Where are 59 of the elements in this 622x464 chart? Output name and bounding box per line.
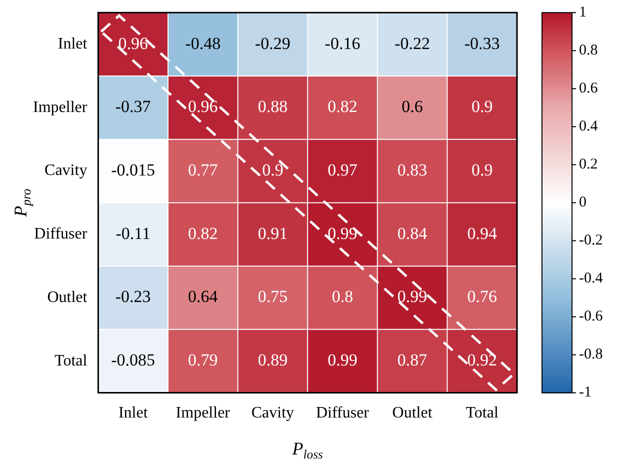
x-tick-label: Impeller — [176, 404, 231, 422]
y-tick-label: Cavity — [44, 162, 88, 180]
color-bar-label: 1 — [579, 4, 586, 21]
color-bar-label: 0.4 — [579, 118, 598, 135]
data-label: 0.9 — [471, 160, 493, 180]
data-label: 0.6 — [402, 97, 423, 116]
data-label: 0.75 — [258, 287, 288, 306]
data-label: 0.92 — [467, 350, 497, 370]
x-tick-label: Inlet — [118, 404, 148, 422]
data-label: 0.64 — [188, 287, 218, 306]
color-bar-label: -0.2 — [579, 232, 603, 249]
data-label: 0.9 — [471, 97, 493, 116]
data-label: -0.48 — [185, 34, 221, 53]
data-label: 0.97 — [328, 160, 358, 180]
data-label: -0.085 — [111, 350, 156, 370]
data-label: -0.37 — [115, 97, 152, 116]
color-bar-label: 0 — [579, 194, 586, 211]
data-label: 0.87 — [397, 350, 428, 370]
data-label: 0.94 — [467, 224, 498, 243]
color-bar-label: -0.4 — [579, 270, 604, 287]
data-label: 0.89 — [258, 350, 288, 370]
y-tick-label: Outlet — [47, 288, 88, 306]
data-label: 0.79 — [188, 350, 218, 370]
color-bar-label: -1 — [579, 384, 592, 401]
data-label: 0.8 — [332, 287, 354, 306]
data-label: 0.99 — [328, 350, 358, 370]
color-bar-label: -0.8 — [579, 346, 603, 363]
data-label: 0.77 — [188, 160, 218, 180]
data-label: 0.9 — [262, 160, 284, 180]
color-bar-label: 0.2 — [579, 156, 598, 173]
data-label: 0.99 — [397, 287, 428, 306]
y-tick-label: Inlet — [58, 35, 88, 52]
data-label: 0.96 — [188, 97, 218, 116]
x-tick-label: Diffuser — [316, 404, 370, 422]
data-label: 0.82 — [188, 224, 218, 243]
x-tick-label: Total — [466, 404, 499, 422]
color-bar-label: -0.6 — [579, 308, 604, 325]
color-bar-label: 0.8 — [579, 42, 598, 59]
color-bar-label: 0.6 — [579, 80, 598, 97]
data-label: 0.83 — [397, 160, 428, 180]
data-label: -0.16 — [324, 34, 360, 53]
y-axis-title: Ppro — [10, 188, 34, 218]
data-label: 0.76 — [467, 287, 497, 306]
data-label: -0.33 — [464, 34, 500, 53]
data-label: 0.96 — [118, 34, 148, 53]
x-tick-label: Cavity — [251, 404, 294, 422]
y-tick-label: Total — [54, 352, 88, 370]
data-label: -0.11 — [116, 224, 150, 243]
data-label: -0.23 — [115, 287, 151, 306]
data-label: 0.82 — [328, 97, 358, 116]
x-tick-label: Outlet — [392, 404, 433, 422]
data-label: -0.29 — [254, 34, 290, 53]
data-label: -0.015 — [111, 160, 156, 180]
y-tick-label: Impeller — [32, 98, 88, 116]
data-label: 0.84 — [397, 224, 428, 243]
y-tick-label: Diffuser — [34, 226, 88, 243]
data-label: 0.91 — [258, 224, 288, 243]
data-label: -0.22 — [394, 34, 430, 53]
data-label: 0.88 — [258, 97, 288, 116]
